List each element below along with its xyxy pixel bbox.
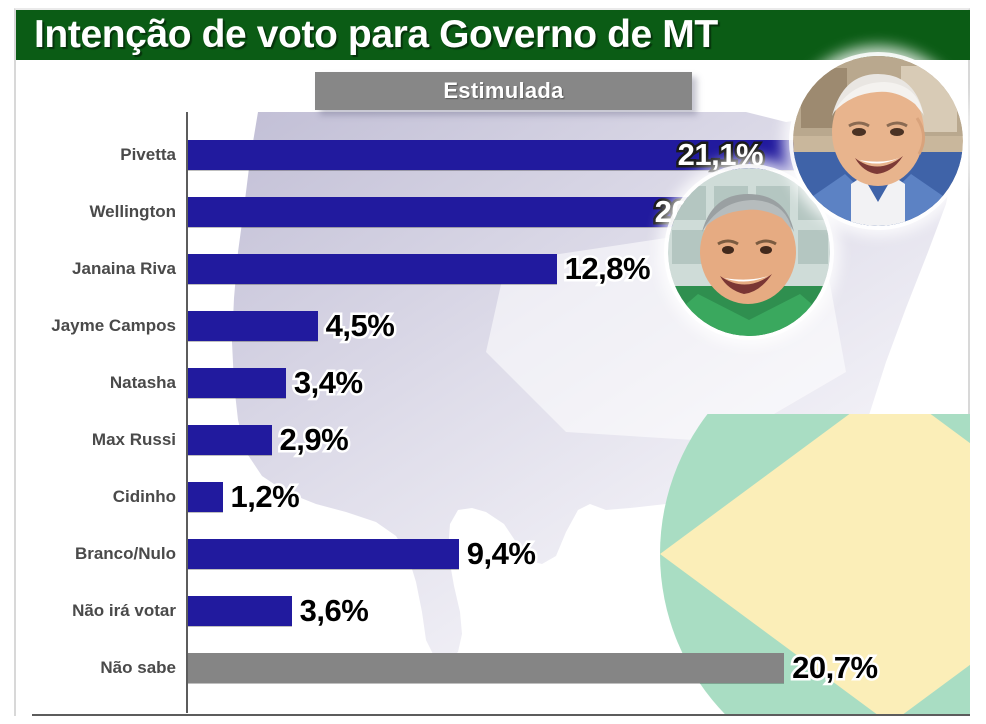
category-label: Max Russi [91,429,176,449]
title-banner: Intenção de voto para Governo de MT [16,10,970,60]
category-label: Cidinho [112,486,176,506]
category-label: Branco/Nulo [74,543,176,563]
portrait-wellington-photo [668,168,830,336]
value-label: 2,9% [277,419,351,459]
value-label: 3,6% [297,590,371,630]
y-axis-line [186,112,188,713]
subtitle-label: Estimulada [443,78,564,103]
subtitle-banner: Estimulada [315,72,692,110]
bar-row: Natasha 3,4% [16,354,970,411]
portrait-pivetta-photo [793,56,963,226]
category-label: Wellington [89,201,176,221]
value-label: 1,2% [228,476,302,516]
bar-row: Branco/Nulo 9,4% [16,525,970,582]
bar [188,538,459,569]
bar [188,481,223,512]
bar [188,139,796,170]
category-label: Natasha [109,372,176,392]
bar [188,595,292,626]
category-label: Não irá votar [72,600,176,620]
bar-row: Não sabe 20,7% [16,639,970,696]
x-axis-line [32,714,970,716]
bar [188,367,286,398]
bar-row: Jayme Campos 4,5% [16,297,970,354]
value-label: 9,4% [464,533,538,573]
bar-row: Cidinho 1,2% [16,468,970,525]
value-label: 20,7% [790,647,881,687]
bar-row: Janaina Riva 12,8% [16,240,970,297]
bar [188,424,272,455]
category-label: Pivetta [120,144,176,164]
value-label: 4,5% [323,305,397,345]
category-label: Não sabe [100,657,176,677]
bar [188,652,785,683]
bar-row: Não irá votar 3,6% [16,582,970,639]
bar [188,253,557,284]
value-label: 12,8% [562,248,653,288]
bar [188,310,318,341]
page-title: Intenção de voto para Governo de MT [34,13,718,56]
value-label: 21,1% [675,134,766,174]
bar-row: Pivetta 21,1% [16,126,970,183]
category-label: Janaina Riva [72,258,176,278]
bar-row: Max Russi 2,9% [16,411,970,468]
category-label: Jayme Campos [51,315,176,335]
value-label: 3,4% [291,362,365,402]
